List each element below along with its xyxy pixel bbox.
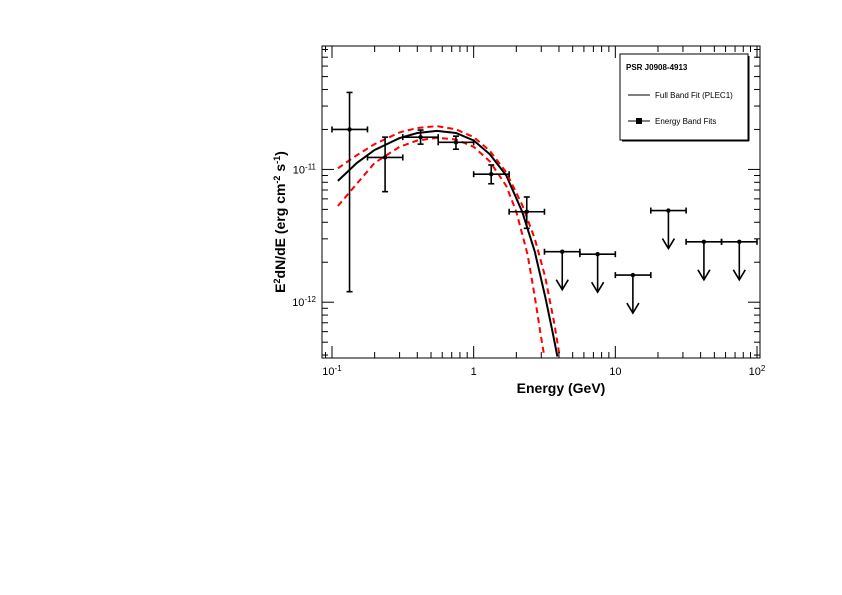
band-marker bbox=[382, 155, 388, 160]
legend-entry-energy-band-fits: Energy Band Fits bbox=[655, 117, 716, 126]
limit-marker bbox=[595, 251, 600, 257]
x-tick-label: 1 bbox=[471, 366, 477, 378]
band-point bbox=[472, 164, 510, 185]
limit-marker bbox=[701, 239, 707, 245]
y-axis-label: E2dN/dE (erg cm-2 s-1) bbox=[272, 151, 288, 293]
limit-arrow-head bbox=[555, 279, 569, 292]
limit-arrow-head bbox=[590, 281, 605, 294]
legend-square-marker bbox=[636, 118, 642, 124]
limit-marker bbox=[666, 208, 671, 213]
limit-marker bbox=[630, 272, 636, 278]
y-tick-label: 10-11 bbox=[293, 162, 317, 177]
upper-limit bbox=[614, 272, 652, 315]
y-tick-label: 10-12 bbox=[292, 295, 316, 310]
upper-limits bbox=[543, 207, 758, 315]
upper-limit bbox=[579, 251, 617, 294]
band-marker bbox=[453, 140, 459, 145]
band-marker bbox=[524, 209, 529, 214]
band-point bbox=[437, 135, 475, 150]
fit-uncertainty-line bbox=[337, 136, 546, 357]
legend-box bbox=[619, 53, 749, 141]
data-points bbox=[331, 91, 546, 293]
x-tick-label: 10 bbox=[609, 366, 621, 378]
limit-arrow-head bbox=[697, 269, 711, 282]
fit-curves bbox=[337, 125, 561, 357]
band-marker bbox=[489, 172, 494, 177]
limit-arrow-head bbox=[732, 269, 746, 282]
axis-ticks bbox=[322, 46, 760, 358]
limit-arrow-head bbox=[661, 238, 676, 251]
limit-marker bbox=[737, 239, 742, 245]
fit-uncertainty-line bbox=[337, 125, 561, 357]
limit-marker bbox=[560, 249, 565, 254]
limit-arrow-head bbox=[626, 302, 640, 315]
legend-entry-full-band-fit: Full Band Fit (PLEC1) bbox=[655, 91, 733, 100]
x-axis-label: Energy (GeV) bbox=[517, 380, 606, 396]
band-marker bbox=[418, 134, 423, 140]
upper-limit bbox=[720, 238, 758, 282]
upper-limit bbox=[685, 238, 723, 282]
band-point bbox=[401, 129, 440, 145]
band-point bbox=[508, 196, 546, 230]
band-point bbox=[366, 136, 404, 193]
upper-limit bbox=[650, 207, 687, 251]
x-tick-label: 10-1 bbox=[322, 364, 342, 379]
x-tick-label: 102 bbox=[749, 364, 766, 379]
band-point bbox=[331, 91, 369, 293]
legend-title: PSR J0908-4913 bbox=[626, 63, 688, 72]
upper-limit bbox=[543, 248, 581, 292]
band-marker bbox=[347, 127, 352, 132]
legend: PSR J0908-4913 Full Band Fit (PLEC1) Ene… bbox=[619, 53, 750, 142]
